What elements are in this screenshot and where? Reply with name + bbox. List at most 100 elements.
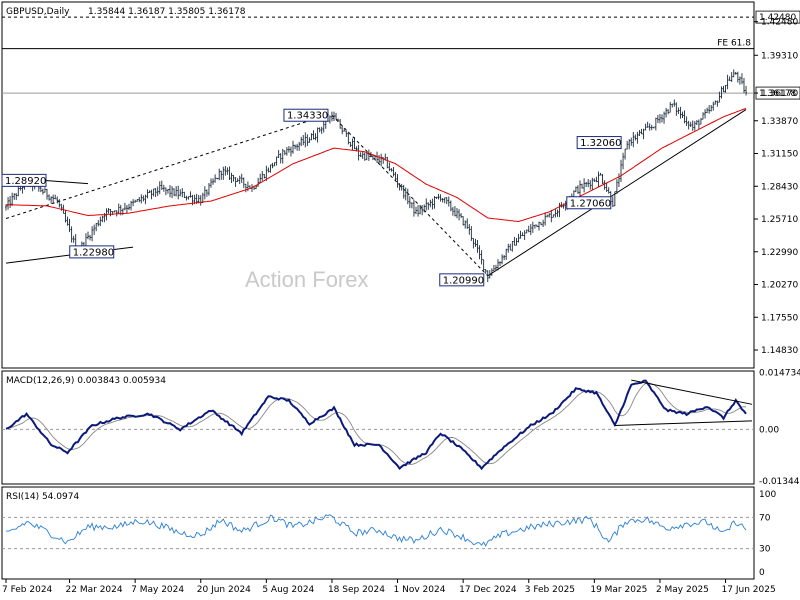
price-bar: [517, 233, 520, 243]
price-bar: [265, 165, 268, 181]
price-bar: [427, 202, 430, 210]
price-bar: [702, 112, 704, 120]
price-bar: [663, 111, 666, 124]
price-bar: [622, 152, 625, 170]
price-bar: [203, 186, 206, 200]
price-bar: [486, 270, 489, 283]
price-bar: [240, 173, 243, 183]
price-bar: [445, 197, 448, 205]
price-bar: [488, 270, 491, 279]
price-bar: [535, 224, 538, 228]
price-level-label: FE 61.8: [717, 39, 751, 49]
price-bar: [150, 189, 153, 200]
price-bar: [525, 229, 528, 234]
price-bar: [726, 74, 729, 90]
price-bar: [107, 208, 110, 214]
price-level-label: 1.42480: [759, 13, 796, 23]
price-bar: [480, 250, 483, 265]
price-bar: [347, 131, 350, 145]
price-bar: [228, 166, 231, 181]
x-axis-label: 19 Mar 2025: [590, 585, 647, 595]
price-bar: [404, 187, 407, 201]
price-bar: [156, 186, 159, 197]
price-point-label: 1.34330: [283, 108, 329, 122]
price-bar: [58, 199, 61, 208]
price-bar: [56, 196, 59, 204]
price-bar: [712, 101, 715, 111]
price-bar: [361, 151, 364, 160]
price-bar: [357, 144, 360, 161]
macd-trendline: [631, 379, 753, 405]
rsi-line: [6, 514, 747, 548]
price-bar: [581, 183, 584, 189]
x-axis: 7 Feb 2024 22 Mar 2024 7 May 2024 20 Jun 20…: [2, 579, 776, 595]
rsi-axis: 100 70 30 0: [759, 490, 776, 578]
price-point-label: 1.20990: [439, 273, 485, 287]
x-axis-label: 5 Aug 2024: [262, 585, 314, 595]
price-bar: [125, 204, 128, 214]
price-bar: [283, 150, 286, 156]
price-bar: [638, 130, 641, 136]
price-axis-label: 1.33870: [761, 117, 798, 127]
price-bar: [169, 184, 171, 198]
price-bar: [503, 255, 506, 261]
price-bar: [501, 254, 504, 265]
price-bar: [720, 86, 723, 99]
price-bar: [556, 209, 559, 217]
rsi-layer: [2, 514, 754, 550]
price-bar: [216, 177, 219, 180]
x-axis-label: 18 Sep 2024: [328, 585, 385, 595]
price-bar: [644, 123, 647, 131]
price-bar: [706, 107, 709, 114]
price-bar: [101, 215, 104, 223]
price-bar: [474, 238, 477, 247]
price-bar: [431, 198, 434, 210]
svg-text:1.28920: 1.28920: [5, 176, 46, 187]
price-bar: [298, 141, 301, 151]
price-point-label: 1.28920: [1, 173, 47, 187]
price-bar: [242, 177, 245, 189]
price-bar: [89, 234, 92, 241]
price-bar: [650, 124, 653, 131]
price-bar: [611, 196, 614, 208]
price-level-tag: [755, 10, 800, 24]
price-bar: [519, 230, 522, 239]
price-bar: [583, 178, 586, 193]
price-bar: [66, 216, 69, 226]
price-bar: [183, 191, 186, 198]
macd-line: [5, 379, 747, 471]
price-bar: [48, 194, 51, 201]
price-bar: [550, 209, 553, 223]
price-bar: [380, 153, 383, 167]
price-axis-label: 1.17550: [761, 313, 798, 323]
price-point-label: 1.22980: [69, 245, 115, 258]
price-bar: [419, 204, 422, 215]
price-bar: [343, 128, 346, 132]
price-bar: [687, 120, 690, 130]
price-bar: [64, 209, 67, 223]
price-bar: [656, 115, 659, 124]
price-bar: [544, 212, 547, 226]
price-levels: 1.42480 FE 61.8 1.36178: [2, 10, 800, 100]
price-bar: [136, 199, 139, 202]
price-axis-label: 1.36170: [761, 89, 798, 99]
price-bar: [458, 209, 461, 221]
price-bar: [439, 194, 442, 202]
rsi-axis-label: 0: [759, 568, 765, 578]
price-bar: [160, 180, 163, 191]
price-bar: [392, 166, 395, 177]
price-bar: [691, 120, 694, 131]
price-bar: [263, 173, 266, 179]
macd-axis-label: 0.00: [759, 425, 779, 435]
price-bar: [601, 174, 604, 185]
price-bar: [714, 100, 717, 105]
price-bar: [675, 102, 678, 116]
price-axis-label: 1.25710: [761, 215, 798, 225]
price-bar: [72, 235, 75, 243]
price-bar: [91, 226, 94, 242]
price-bar: [603, 180, 606, 190]
price-bar: [128, 203, 130, 210]
price-bar: [595, 176, 598, 183]
price-bar: [472, 237, 475, 249]
price-bar: [177, 185, 180, 200]
